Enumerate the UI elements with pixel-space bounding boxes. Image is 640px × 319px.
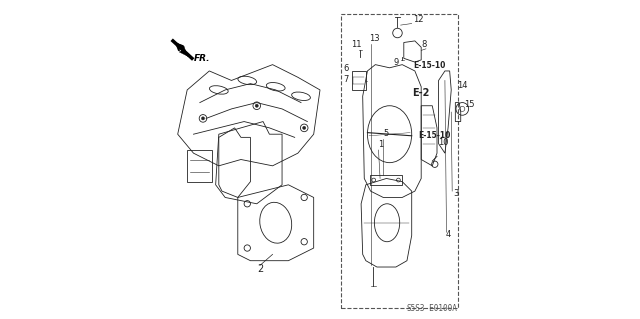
Text: 10: 10 [438,138,448,147]
Circle shape [255,104,259,107]
Text: 4: 4 [446,230,451,239]
Text: 11: 11 [351,40,362,49]
Text: 3: 3 [453,189,458,198]
Text: E-15-10: E-15-10 [413,62,445,70]
Polygon shape [173,41,192,58]
Text: 13: 13 [369,34,380,43]
Text: S5S3-E0100A: S5S3-E0100A [407,304,458,313]
Text: 15: 15 [464,100,474,109]
Circle shape [202,117,205,120]
Text: 6: 6 [343,64,348,73]
Text: FR.: FR. [193,55,210,63]
Circle shape [303,126,306,130]
Text: 2: 2 [257,263,263,274]
Text: 12: 12 [413,15,424,24]
Text: 7: 7 [343,75,348,84]
Text: 9: 9 [393,58,399,67]
Text: 5: 5 [383,129,388,138]
Text: E-2: E-2 [412,88,429,98]
Text: 8: 8 [422,40,427,49]
Text: 14: 14 [458,81,468,90]
Text: 1: 1 [378,140,384,149]
Text: E-15-10: E-15-10 [418,131,451,140]
